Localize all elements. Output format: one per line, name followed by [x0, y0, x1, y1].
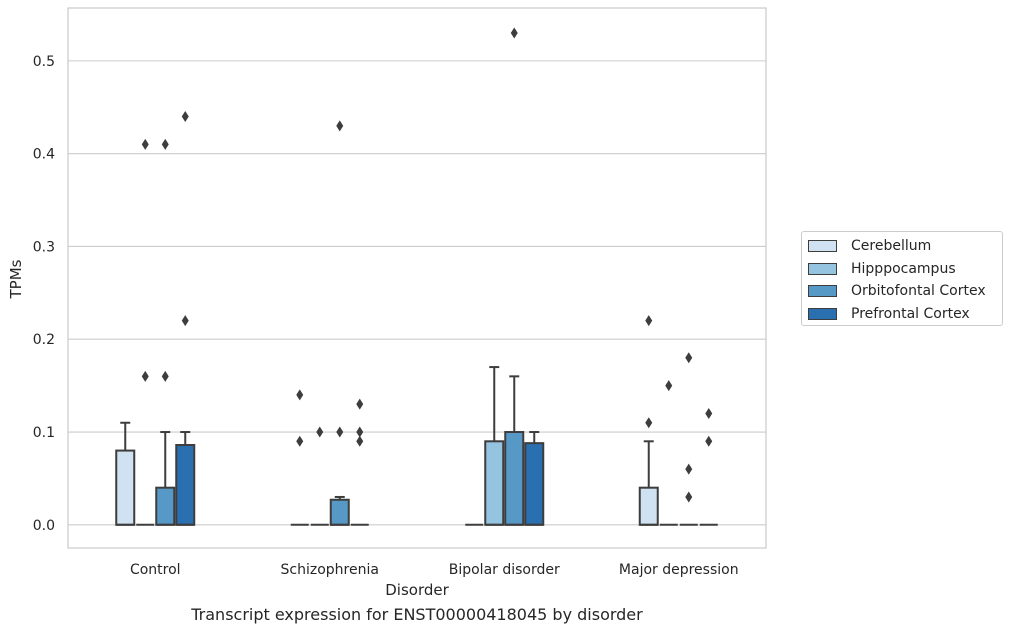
y-tick-label: 0.3 [33, 239, 55, 255]
outlier-point [356, 426, 364, 438]
outlier-point [685, 463, 693, 475]
legend-swatch [808, 307, 837, 320]
outlier-point [336, 120, 344, 132]
x-axis-ticks: Control Schizophrenia Bipolar disorder Majo… [130, 562, 739, 578]
outlier-point [645, 315, 653, 327]
box-orbitofontal-cortex [504, 375, 525, 526]
outlier-point [705, 407, 713, 419]
legend-item: Cerebellum [802, 235, 1002, 258]
chart-legend: Cerebellum Hipppocampus Orbitofontal Corte… [801, 231, 1003, 326]
outlier-point [181, 111, 189, 123]
outlier-point [665, 380, 673, 392]
outlier-point [141, 138, 149, 150]
box-orbitofontal-cortex [155, 431, 176, 526]
y-tick-label: 0.1 [33, 425, 55, 441]
x-tick-label: Schizophrenia [281, 562, 379, 578]
box-prefrontal-cortex [175, 431, 196, 526]
box-body [504, 431, 525, 526]
outlier-point [705, 435, 713, 447]
legend-item: Orbitofontal Cortex [802, 280, 1002, 303]
outlier-points [141, 27, 713, 503]
y-tick-label: 0.2 [33, 332, 55, 348]
plot-frame [67, 7, 767, 549]
legend-label: Hipppocampus [851, 260, 956, 277]
outlier-point [685, 352, 693, 364]
outlier-point [356, 435, 364, 447]
legend-label: Cerebellum [851, 238, 932, 255]
y-axis-ticks: 0.0 0.1 0.2 0.3 0.4 0.5 [33, 54, 55, 534]
box-plot-boxes [115, 366, 718, 526]
grid-lines [68, 60, 766, 526]
legend-swatch [808, 240, 837, 253]
box-body [484, 440, 505, 526]
outlier-point [356, 398, 364, 410]
y-tick-label: 0.4 [33, 147, 55, 163]
legend-swatch [808, 285, 837, 298]
legend-label: Orbitofontal Cortex [851, 283, 986, 300]
outlier-point [181, 315, 189, 327]
box-orbitofontal-cortex [329, 495, 350, 526]
legend-label: Prefrontal Cortex [851, 305, 970, 322]
box-body [115, 449, 136, 526]
y-tick-label: 0.5 [33, 54, 55, 70]
x-tick-label: Control [130, 562, 181, 578]
x-tick-label: Major depression [619, 562, 739, 578]
outlier-point [296, 389, 304, 401]
outlier-point [336, 426, 344, 438]
outlier-point [296, 435, 304, 447]
x-axis-title: Disorder [385, 581, 449, 599]
outlier-point [161, 138, 169, 150]
x-tick-label: Bipolar disorder [449, 562, 560, 578]
box-hipppocampus [484, 366, 505, 526]
y-tick-label: 0.0 [33, 518, 55, 534]
box-body [155, 486, 176, 526]
box-body [638, 486, 659, 526]
outlier-point [316, 426, 324, 438]
chart-caption: Transcript expression for ENST0000041804… [191, 605, 643, 624]
outlier-point [685, 491, 693, 503]
box-body [524, 442, 545, 526]
outlier-point [510, 27, 518, 39]
outlier-point [645, 417, 653, 429]
box-body [329, 498, 350, 526]
legend-swatch [808, 262, 837, 275]
box-prefrontal-cortex [524, 431, 545, 526]
outlier-point [161, 370, 169, 382]
y-axis-title: TPMs [7, 259, 25, 299]
legend-item: Prefrontal Cortex [802, 303, 1002, 326]
box-cerebellum [115, 421, 136, 526]
outlier-point [141, 370, 149, 382]
legend-item: Hipppocampus [802, 258, 1002, 281]
box-body [175, 444, 196, 526]
box-cerebellum [638, 440, 659, 526]
